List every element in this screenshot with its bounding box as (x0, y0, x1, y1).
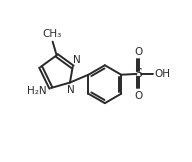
Text: O: O (134, 47, 142, 57)
Text: N: N (67, 85, 75, 95)
Text: O: O (134, 91, 142, 101)
Text: H₂N: H₂N (27, 86, 47, 96)
Text: CH₃: CH₃ (42, 29, 61, 39)
Text: N: N (74, 55, 81, 65)
Text: OH: OH (155, 69, 171, 79)
Text: S: S (134, 67, 142, 81)
